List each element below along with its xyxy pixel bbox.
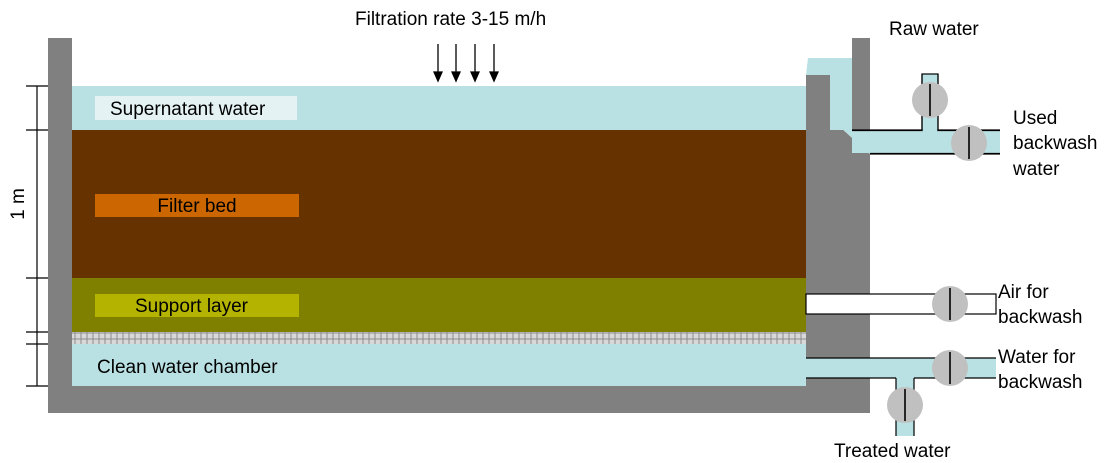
used-backwash-label-1: Used <box>1013 108 1057 129</box>
inlet-channel-water-2 <box>830 58 852 130</box>
treated-water-valve[interactable] <box>887 387 923 423</box>
raw-water-valve[interactable] <box>912 82 948 118</box>
inlet-channel-wall <box>852 38 870 130</box>
supernatant-label: Supernatant water <box>110 99 266 120</box>
air-backwash-valve[interactable] <box>932 286 968 322</box>
water-backwash-label-1: Water for <box>998 347 1076 368</box>
water-backwash-valve[interactable] <box>932 350 968 386</box>
treated-water-label: Treated water <box>834 441 951 462</box>
downflow-arrows <box>432 44 500 83</box>
supernatant-label-box <box>95 96 297 120</box>
filtration-rate-label: Filtration rate 3-15 m/h <box>355 9 546 30</box>
clean-chamber-label: Clean water chamber <box>97 357 278 378</box>
filter-bed-label-box <box>95 194 299 217</box>
underdrain-nozzle-plate <box>72 332 806 344</box>
used-backwash-valve[interactable] <box>951 125 987 161</box>
used-backwash-label-2: backwash <box>1013 133 1098 154</box>
support-layer-label: Support layer <box>135 296 249 317</box>
scale-label: 1 m <box>8 188 29 220</box>
support-layer-label-box <box>95 294 299 317</box>
air-backwash-label-1: Air for <box>998 282 1049 303</box>
water-backwash-label-2: backwash <box>998 372 1083 393</box>
filter-bed-label: Filter bed <box>157 196 236 217</box>
air-backwash-label-2: backwash <box>998 307 1083 328</box>
used-backwash-label-3: water <box>1012 159 1060 180</box>
clean-water-chamber <box>72 344 806 386</box>
depth-scale-bar <box>26 85 48 387</box>
raw-water-label: Raw water <box>889 19 979 40</box>
